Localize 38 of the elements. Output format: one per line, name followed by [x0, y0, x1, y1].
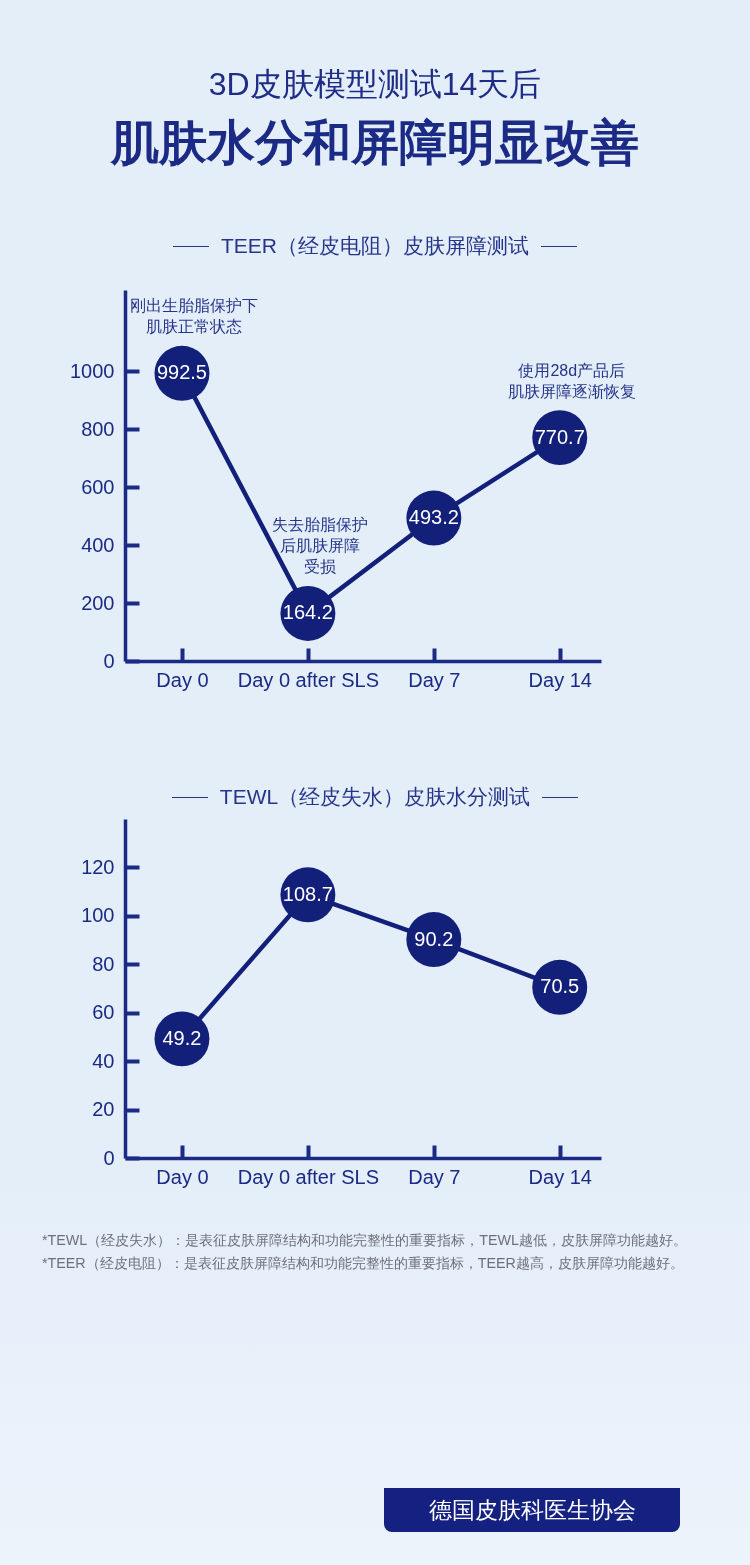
data-label: 493.2: [408, 506, 459, 529]
data-label: 49.2: [162, 1026, 202, 1049]
annotation: 刚出生胎脂保护下肌肤正常状态: [129, 297, 258, 336]
chart-title: TEER（经皮电阻）皮肤屏障测试: [220, 233, 529, 259]
y-tick-label: 20: [92, 1098, 115, 1121]
y-tick-label: 600: [81, 475, 115, 498]
y-tick-label: 40: [92, 1049, 115, 1072]
y-tick-label: 0: [103, 1146, 115, 1169]
text: 3D皮肤模型测试14天后: [207, 65, 543, 104]
data-label: 90.2: [414, 927, 454, 950]
y-tick-label: 400: [81, 533, 115, 556]
text: *TEWL（经皮失水）：是表征皮肤屏障结构和功能完整性的重要指标，TEWL越低，皮肤屏障功能越好。: [42, 1231, 688, 1250]
text: 肌肤水分和屏障明显改善: [109, 115, 640, 171]
data-label: 70.5: [540, 975, 580, 998]
y-tick-label: 0: [103, 649, 115, 672]
x-tick-label: Day 0: [156, 1165, 209, 1188]
y-tick-label: 200: [81, 591, 115, 614]
data-label: 164.2: [282, 601, 333, 624]
y-tick-label: 60: [92, 1001, 115, 1024]
x-tick-label: Day 14: [528, 668, 592, 691]
x-tick-label: Day 0 after SLS: [237, 668, 379, 691]
y-tick-label: 120: [81, 855, 115, 878]
chart-title: TEWL（经皮失水）皮肤水分测试: [219, 784, 531, 810]
y-tick-label: 100: [81, 904, 115, 927]
text: *TEER（经皮电阻）：是表征皮肤屏障结构和功能完整性的重要指标，TEER越高，皮肤屏障功能越好。: [42, 1254, 685, 1273]
annotation: 使用28d产品后肌肤屏障逐渐恢复: [507, 361, 636, 400]
x-tick-label: Day 0 after SLS: [237, 1165, 379, 1188]
y-tick-label: 1000: [70, 359, 115, 382]
y-tick-label: 800: [81, 417, 115, 440]
x-tick-label: Day 7: [408, 668, 461, 691]
data-label: 770.7: [534, 425, 585, 448]
data-label: 992.5: [156, 361, 207, 384]
annotation: 失去胎脂保护后肌肤屏障受损: [271, 516, 368, 576]
y-tick-label: 80: [92, 952, 115, 975]
x-tick-label: Day 7: [408, 1165, 461, 1188]
x-tick-label: Day 0: [156, 668, 209, 691]
data-label: 108.7: [282, 882, 333, 905]
x-tick-label: Day 14: [528, 1165, 592, 1188]
